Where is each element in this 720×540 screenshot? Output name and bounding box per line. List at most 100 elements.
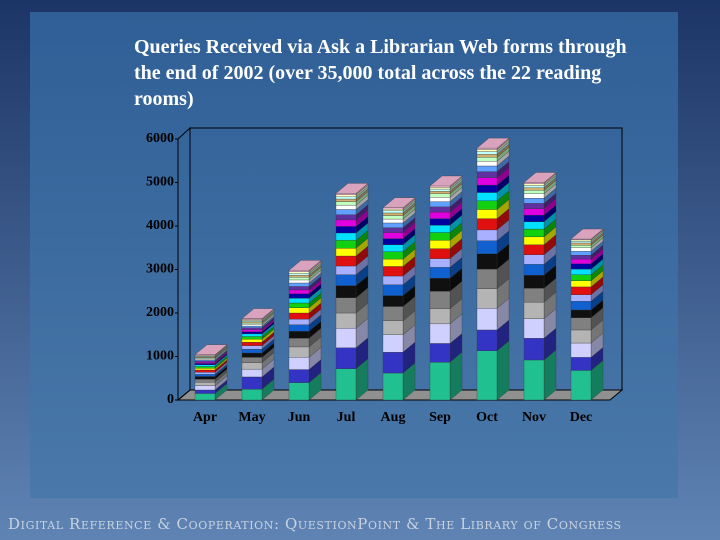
bar-segment bbox=[523, 277, 557, 303]
bar-front bbox=[335, 368, 357, 401]
bar-front bbox=[194, 389, 216, 394]
bar-front bbox=[382, 207, 404, 210]
bar-front bbox=[194, 369, 216, 373]
bar-front bbox=[476, 171, 498, 178]
x-tick-label: Nov bbox=[522, 410, 546, 425]
bar-front bbox=[429, 240, 451, 249]
bar-front bbox=[288, 270, 310, 272]
footer: Digital Reference & Cooperation: Questio… bbox=[8, 515, 622, 533]
bar-front bbox=[570, 244, 592, 248]
bar-front bbox=[570, 242, 592, 246]
bar-segment bbox=[523, 291, 557, 319]
bar-front bbox=[570, 370, 592, 401]
bar-front bbox=[476, 177, 498, 186]
bar-front bbox=[288, 293, 310, 299]
bar-front bbox=[288, 369, 310, 383]
x-tick-label: May bbox=[238, 410, 265, 425]
bar-top bbox=[194, 344, 228, 355]
bar-front bbox=[194, 374, 216, 377]
bar-front bbox=[429, 291, 451, 309]
bar-front bbox=[288, 279, 310, 284]
bar-front bbox=[288, 312, 310, 320]
bar-segment bbox=[523, 327, 557, 361]
bar-front bbox=[523, 275, 545, 289]
bar-front bbox=[194, 362, 216, 364]
bar-segment bbox=[523, 172, 557, 185]
bar-front bbox=[194, 364, 216, 367]
bar-front bbox=[241, 362, 263, 370]
bar-front bbox=[194, 358, 216, 360]
bar-front bbox=[194, 363, 216, 365]
bar-front bbox=[476, 157, 498, 162]
bar-front bbox=[476, 147, 498, 150]
bar-front bbox=[476, 200, 498, 210]
bar-front bbox=[476, 161, 498, 167]
bar-segment bbox=[476, 340, 510, 401]
bar-front bbox=[194, 378, 216, 383]
bar-front bbox=[523, 338, 545, 361]
bar-top bbox=[288, 260, 322, 271]
bar-front bbox=[382, 320, 404, 335]
y-tick-label: 4000 bbox=[146, 218, 174, 233]
bar-front bbox=[288, 289, 310, 295]
bar-segment bbox=[288, 372, 322, 401]
bar-front bbox=[194, 372, 216, 375]
bar-front bbox=[335, 285, 357, 298]
bar-front bbox=[241, 388, 263, 401]
bar-front bbox=[241, 345, 263, 350]
bar-front bbox=[382, 295, 404, 307]
bar-front bbox=[570, 317, 592, 331]
bar-front bbox=[429, 308, 451, 325]
bar-front bbox=[382, 244, 404, 252]
bar-front bbox=[194, 382, 216, 386]
bar-front bbox=[429, 187, 451, 190]
bar-front bbox=[523, 244, 545, 255]
bar-front bbox=[382, 208, 404, 211]
bar-front bbox=[241, 321, 263, 324]
bar-segment bbox=[288, 359, 322, 383]
bar-front bbox=[241, 368, 263, 378]
bar-segment bbox=[570, 228, 604, 241]
bar-front bbox=[429, 232, 451, 241]
bar-front bbox=[194, 393, 216, 401]
bar-segment bbox=[429, 175, 463, 188]
bar-front bbox=[570, 268, 592, 275]
bar-front bbox=[382, 215, 404, 220]
bar-front bbox=[476, 154, 498, 158]
bar-segment bbox=[429, 351, 463, 401]
bar-front bbox=[429, 248, 451, 259]
bar-top bbox=[335, 183, 369, 194]
bar-front bbox=[570, 329, 592, 344]
bar-front bbox=[570, 274, 592, 281]
bar-front bbox=[523, 182, 545, 184]
bar-front bbox=[429, 258, 451, 268]
bar-front bbox=[523, 190, 545, 194]
bar-front bbox=[335, 204, 357, 210]
bar-front bbox=[429, 224, 451, 233]
bar-front bbox=[241, 336, 263, 340]
bar-front bbox=[523, 236, 545, 245]
bar-segment bbox=[476, 319, 510, 352]
chart-title: Queries Received via Ask a Librarian Web… bbox=[134, 36, 627, 110]
bar-front bbox=[476, 329, 498, 351]
bar-front bbox=[570, 309, 592, 318]
bar-front bbox=[288, 331, 310, 339]
bar-front bbox=[335, 347, 357, 369]
bar-front bbox=[241, 325, 263, 328]
bar-front bbox=[523, 185, 545, 188]
bar-front bbox=[288, 277, 310, 281]
bar-segment bbox=[241, 358, 275, 378]
bar-segment bbox=[288, 261, 322, 274]
bar-front bbox=[335, 328, 357, 348]
bar-front bbox=[382, 222, 404, 228]
bar-front bbox=[335, 255, 357, 267]
bar-front bbox=[570, 263, 592, 270]
bar-front bbox=[335, 201, 357, 206]
bar-front bbox=[523, 288, 545, 303]
bar-front bbox=[194, 376, 216, 380]
bar-front bbox=[570, 280, 592, 288]
bar-front bbox=[523, 221, 545, 230]
bar-segment bbox=[570, 332, 604, 358]
bar-front bbox=[570, 239, 592, 242]
bar-segment bbox=[194, 344, 228, 356]
